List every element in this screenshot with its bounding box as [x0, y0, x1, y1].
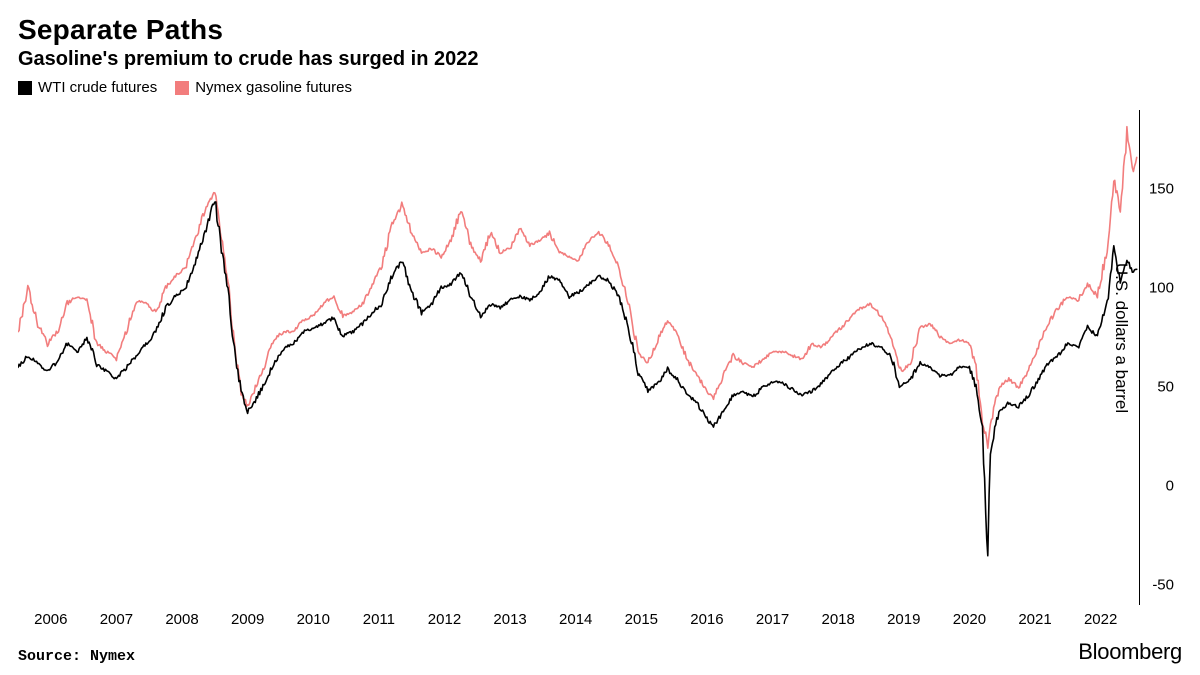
x-axis-labels: 2006 2007 2008 2009 2010 2011 2012 2013 2014 2015… [18, 611, 1140, 631]
x-tick-label: 2012 [428, 611, 461, 628]
x-tick-label: 2015 [625, 611, 658, 628]
x-tick-label: 2019 [887, 611, 920, 628]
legend-item-wti: WTI crude futures [18, 79, 157, 96]
y-axis-title: U.S. dollars a barrel [1111, 262, 1131, 412]
y-tick-label: 50 [1157, 379, 1174, 396]
x-tick-label: 2011 [363, 611, 395, 628]
x-tick-label: 2020 [953, 611, 986, 628]
chart-footer: Source: Nymex Bloomberg [18, 639, 1182, 665]
plot-svg [18, 110, 1140, 605]
y-axis-labels: -50 0 50 100 150 [1140, 110, 1174, 605]
legend-swatch-wti [18, 81, 32, 95]
x-tick-label: 2021 [1018, 611, 1051, 628]
source-label: Source: Nymex [18, 648, 135, 665]
legend-label-gasoline: Nymex gasoline futures [195, 79, 352, 96]
x-tick-label: 2009 [231, 611, 264, 628]
x-tick-label: 2010 [297, 611, 330, 628]
chart-title: Separate Paths [18, 14, 1182, 46]
x-tick-label: 2022 [1084, 611, 1117, 628]
x-tick-label: 2016 [690, 611, 723, 628]
x-tick-label: 2008 [165, 611, 198, 628]
y-tick-label: -50 [1152, 577, 1174, 594]
plot-area [18, 110, 1140, 605]
x-tick-label: 2013 [493, 611, 526, 628]
legend-item-gasoline: Nymex gasoline futures [175, 79, 352, 96]
chart-subtitle: Gasoline's premium to crude has surged i… [18, 48, 1182, 71]
y-tick-label: 100 [1149, 280, 1174, 297]
x-tick-label: 2006 [34, 611, 67, 628]
legend-label-wti: WTI crude futures [38, 79, 157, 96]
y-tick-label: 150 [1149, 181, 1174, 198]
chart-container: Separate Paths Gasoline's premium to cru… [0, 0, 1200, 675]
x-tick-label: 2014 [559, 611, 592, 628]
legend-swatch-gasoline [175, 81, 189, 95]
y-tick-label: 0 [1166, 478, 1174, 495]
x-tick-label: 2017 [756, 611, 789, 628]
brand-label: Bloomberg [1078, 639, 1182, 665]
legend: WTI crude futures Nymex gasoline futures [18, 79, 1182, 96]
x-tick-label: 2007 [100, 611, 133, 628]
x-tick-label: 2018 [821, 611, 854, 628]
